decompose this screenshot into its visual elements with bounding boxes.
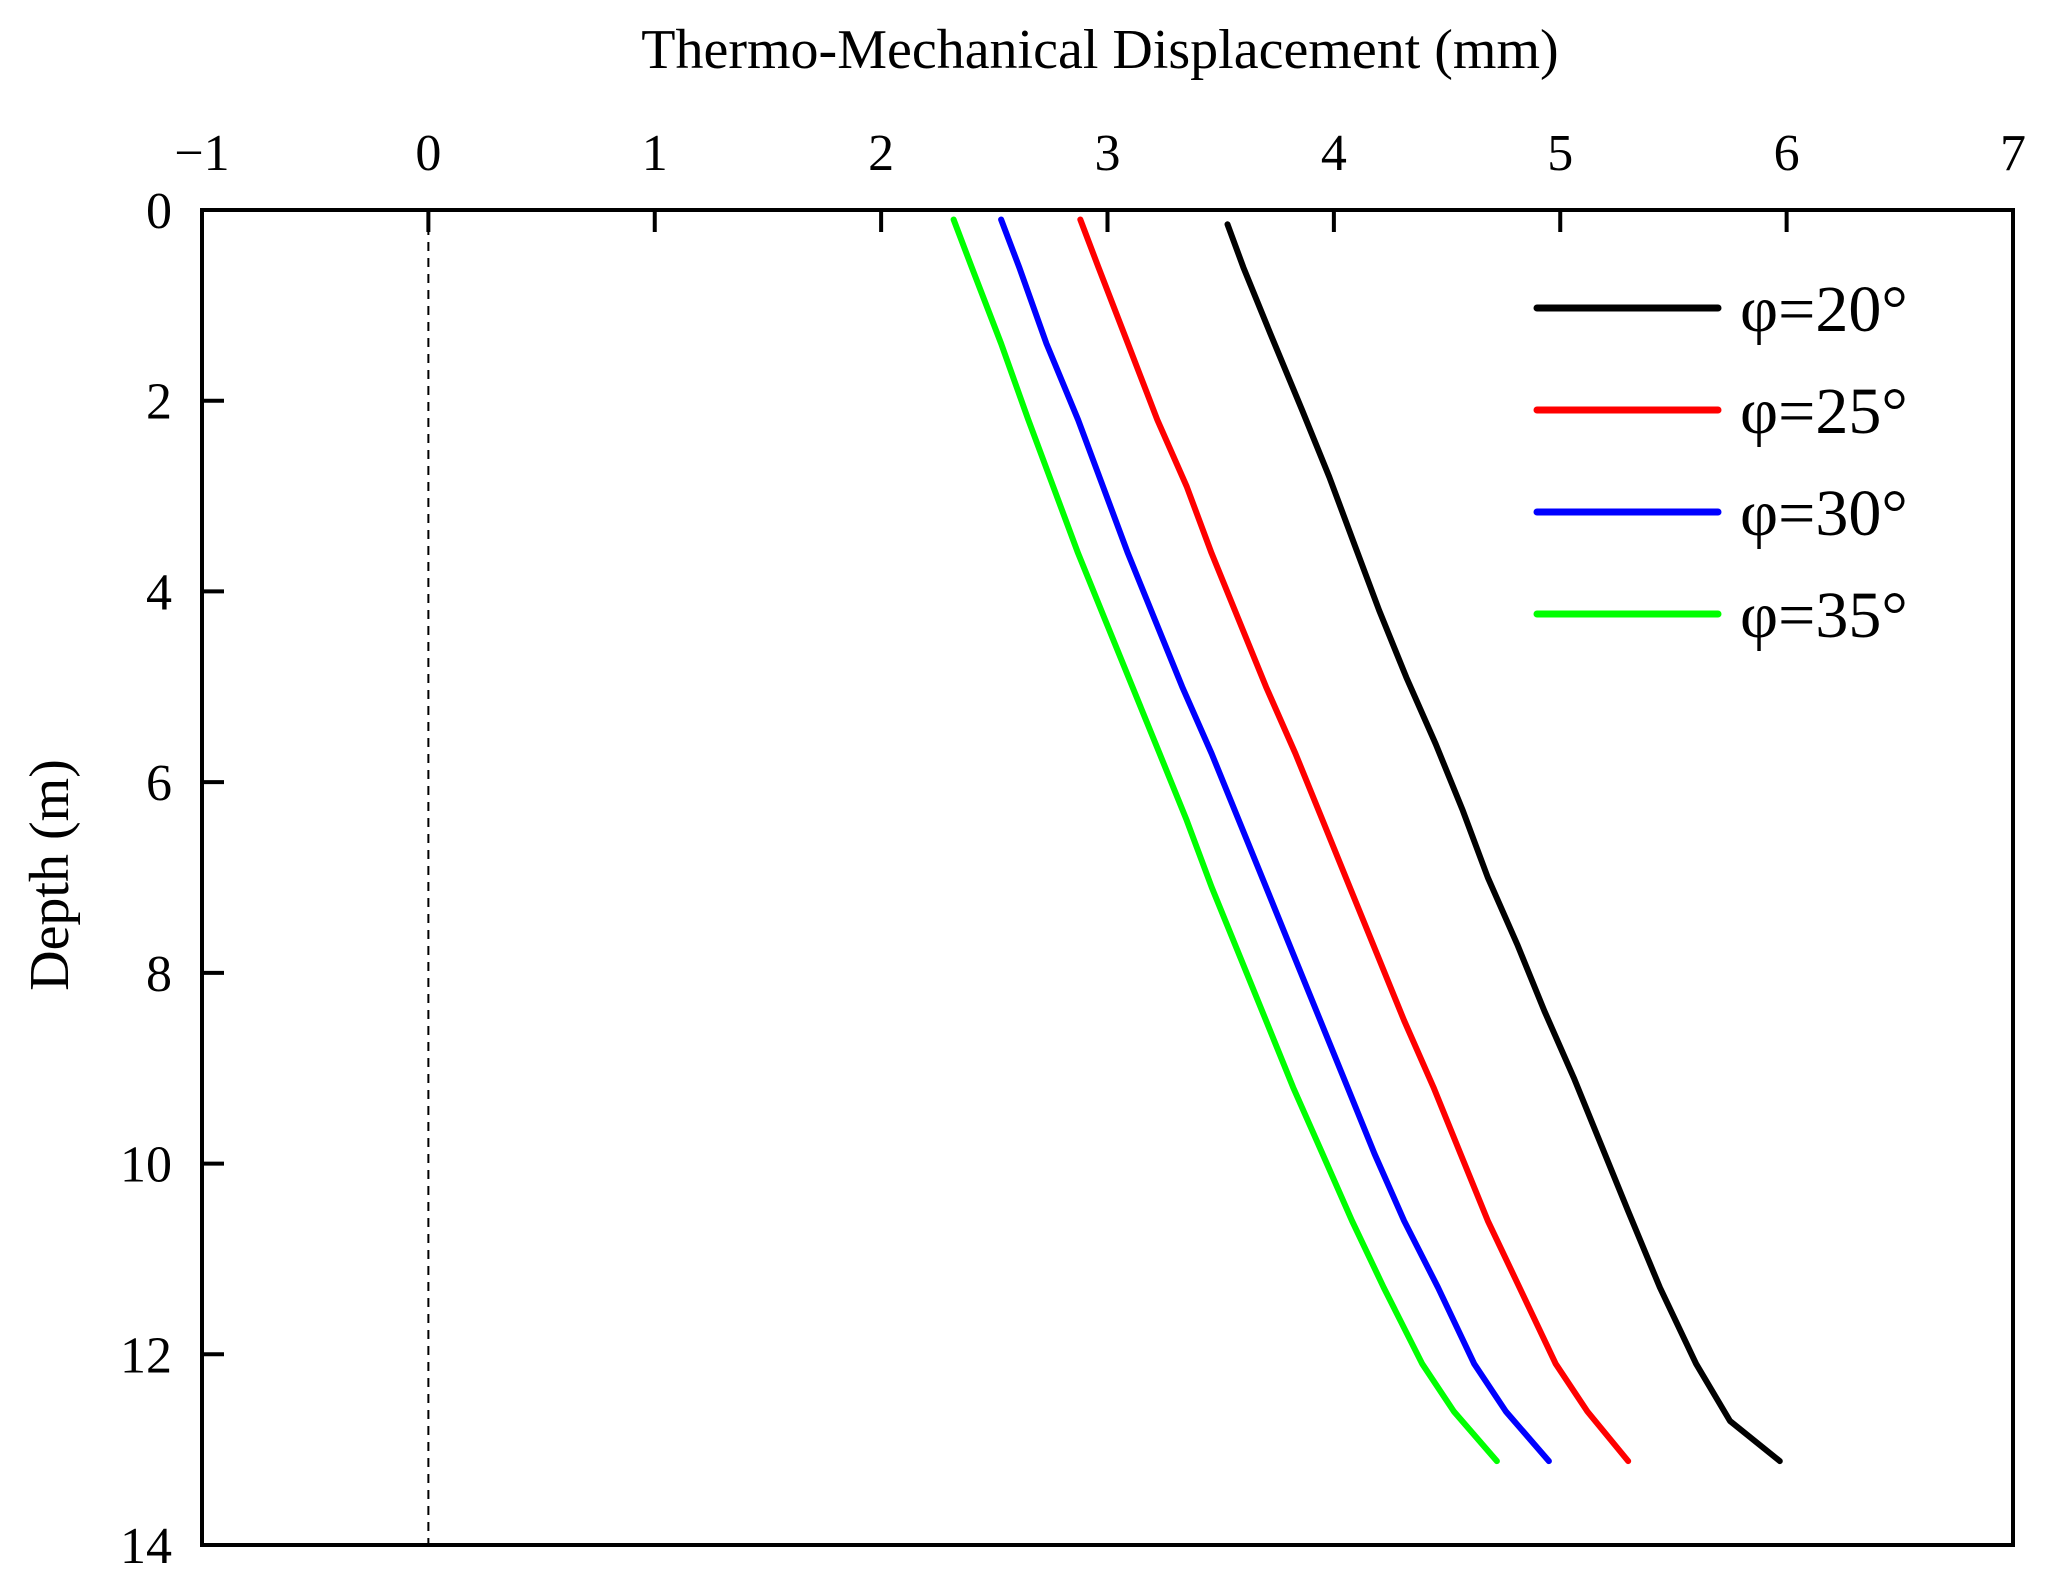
legend-label-4: φ=35° <box>1740 579 1908 652</box>
y-tick-label: 14 <box>120 1518 172 1575</box>
x-tick-label: 3 <box>1095 125 1121 182</box>
x-tick-label: 2 <box>868 125 894 182</box>
x-tick-label: 7 <box>2000 125 2026 182</box>
series-line-1 <box>1224 221 1783 1465</box>
legend-label-2: φ=25° <box>1740 375 1908 448</box>
x-tick-label: 4 <box>1321 125 1347 182</box>
y-tick-label: 4 <box>146 564 172 621</box>
series-line-2 <box>1077 216 1632 1465</box>
y-tick-label: 10 <box>120 1137 172 1194</box>
x-tick-label: 0 <box>415 125 441 182</box>
x-tick-label: −1 <box>174 125 229 182</box>
plot-frame <box>200 208 2015 1547</box>
y-tick-label: 6 <box>146 755 172 812</box>
y-tick-label: 12 <box>120 1327 172 1384</box>
y-axis-title: Depth (m) <box>19 759 81 991</box>
series-layer <box>950 216 1783 1465</box>
x-axis-title: Thermo-Mechanical Displacement (mm) <box>641 19 1558 81</box>
x-tick-label: 6 <box>1774 125 1800 182</box>
y-tick-label: 8 <box>146 946 172 1003</box>
y-tick-label: 2 <box>146 374 172 431</box>
y-tick-label: 0 <box>146 183 172 240</box>
x-tick-label: 5 <box>1547 125 1573 182</box>
legend-label-3: φ=30° <box>1740 477 1908 550</box>
series-line-4 <box>950 216 1500 1465</box>
legend-label-1: φ=20° <box>1740 273 1908 346</box>
legend: φ=20° φ=25° φ=30° φ=35° <box>1533 273 1908 652</box>
x-tick-label: 1 <box>642 125 668 182</box>
series-line-3 <box>998 216 1552 1465</box>
